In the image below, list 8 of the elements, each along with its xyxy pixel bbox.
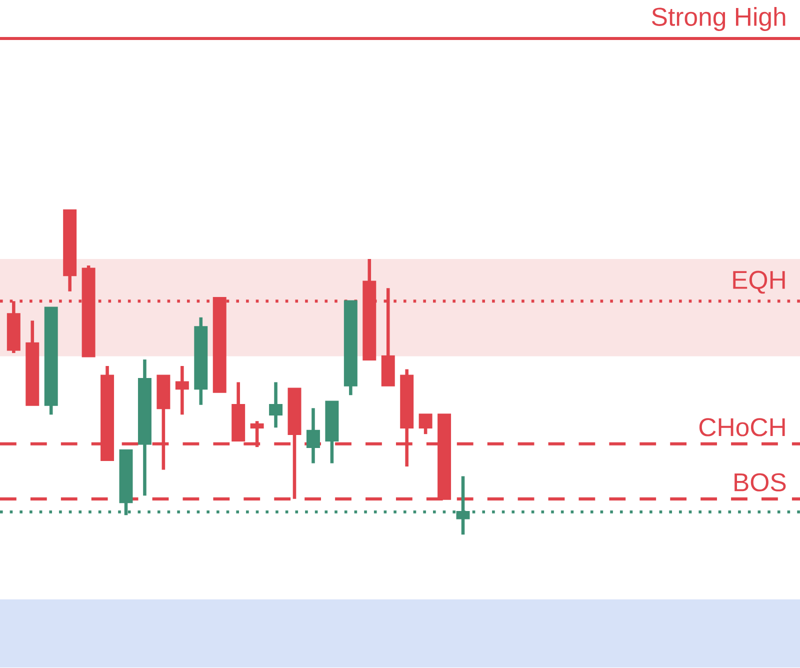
candlestick [418, 414, 432, 434]
ref-line-label: Strong High [652, 7, 786, 32]
candlestick [269, 382, 283, 428]
ref-line-label: EQH [733, 271, 785, 294]
candlestick [306, 408, 320, 464]
ref-line-label: CHoCH [699, 418, 785, 437]
candlestick [175, 366, 189, 415]
ref-line-label: BOS [734, 473, 786, 492]
